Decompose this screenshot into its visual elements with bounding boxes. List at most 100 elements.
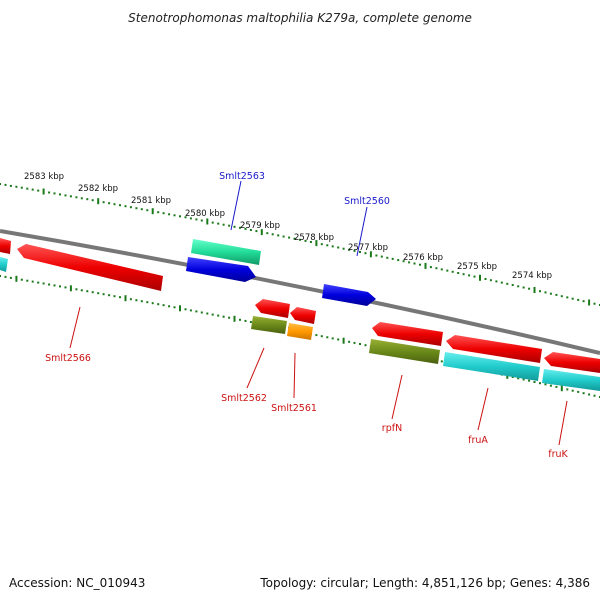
minor-tick [457, 272, 460, 274]
minor-tick [517, 285, 520, 288]
minor-tick [222, 315, 225, 318]
minor-tick [528, 379, 531, 382]
minor-tick [348, 340, 351, 343]
minor-tick [582, 300, 585, 303]
major-tick [588, 299, 591, 306]
minor-tick [266, 232, 269, 235]
minor-tick [69, 195, 72, 198]
minor-tick [315, 334, 318, 337]
minor-tick [402, 260, 405, 263]
minor-tick [320, 335, 323, 338]
minor-tick [555, 385, 558, 388]
connector-smlt2560 [356, 206, 368, 257]
minor-tick [593, 394, 596, 397]
minor-tick [184, 216, 187, 219]
minor-tick [440, 360, 443, 363]
minor-tick [577, 390, 580, 393]
minor-tick [337, 246, 340, 249]
gene-fruk[interactable] [542, 369, 600, 391]
minor-tick [239, 226, 241, 229]
label-connectors [69, 180, 568, 446]
minor-tick [239, 318, 241, 321]
minor-tick [304, 239, 307, 242]
gene-smlt2563b[interactable] [186, 257, 256, 282]
minor-tick [173, 306, 176, 309]
gene-rpfn[interactable] [369, 339, 440, 364]
gene-left-cyan-forward[interactable] [0, 257, 8, 272]
minor-tick [168, 213, 171, 216]
minor-tick [222, 223, 225, 226]
gene-smlt2563[interactable] [191, 239, 261, 265]
minor-tick [59, 193, 61, 196]
gene-red-right[interactable] [544, 352, 600, 373]
minor-tick [408, 261, 411, 264]
minor-tick [359, 343, 361, 345]
minor-tick [549, 384, 552, 387]
minor-tick [244, 319, 247, 322]
minor-tick [544, 291, 547, 294]
minor-tick [31, 188, 34, 191]
minor-tick [200, 219, 203, 222]
gene-left-red-forward[interactable] [0, 238, 11, 254]
minor-tick [255, 230, 258, 233]
gene-smlt2560[interactable] [322, 284, 376, 306]
minor-tick [135, 207, 138, 210]
minor-tick [566, 388, 569, 391]
minor-tick [75, 196, 78, 199]
minor-tick [517, 377, 520, 380]
label-frua[interactable]: fruA [468, 435, 488, 446]
label-smlt2561[interactable]: Smlt2561 [271, 403, 317, 414]
gene-red-mid[interactable] [372, 322, 443, 346]
minor-tick [588, 393, 591, 396]
gene-smlt2561[interactable] [287, 323, 313, 340]
minor-tick [151, 302, 154, 305]
minor-tick [9, 184, 12, 187]
minor-tick [522, 286, 525, 289]
label-fruk[interactable]: fruK [548, 449, 568, 460]
gene-frua[interactable] [443, 352, 540, 381]
minor-tick [108, 202, 111, 205]
minor-tick [86, 198, 89, 201]
kbp-label: 2575 kbp [457, 262, 497, 272]
label-smlt2563[interactable]: Smlt2563 [219, 171, 265, 182]
major-tick [233, 315, 236, 322]
major-tick [42, 188, 45, 195]
minor-tick [353, 341, 356, 344]
minor-tick [189, 217, 192, 220]
minor-tick [189, 309, 192, 312]
label-rpfn[interactable]: rpfN [382, 423, 402, 434]
minor-tick [91, 199, 94, 202]
label-smlt2560[interactable]: Smlt2560 [344, 196, 390, 207]
minor-tick [200, 311, 203, 314]
label-smlt2566[interactable]: Smlt2566 [45, 353, 91, 364]
minor-tick [337, 338, 340, 341]
gene-red-small-b[interactable] [290, 307, 316, 324]
minor-tick [206, 312, 209, 315]
label-smlt2562[interactable]: Smlt2562 [221, 393, 267, 404]
minor-tick [48, 191, 51, 194]
minor-tick [217, 222, 220, 225]
gene-smlt2562[interactable] [251, 316, 287, 334]
minor-tick [26, 279, 29, 282]
minor-tick [211, 313, 214, 316]
minor-tick [571, 297, 574, 300]
gene-labels: Smlt2563 Smlt2560 Smlt2566 Smlt2562 Smlt… [45, 171, 568, 460]
map-title: Stenotrophomonas maltophilia K279a, comp… [128, 11, 472, 25]
gene-red-large[interactable] [446, 335, 542, 363]
minor-tick [64, 194, 67, 197]
kbp-label: 2576 kbp [403, 253, 443, 263]
minor-tick [473, 275, 476, 278]
gene-smlt2566[interactable] [17, 244, 163, 291]
minor-tick [228, 316, 231, 319]
minor-tick [577, 298, 580, 301]
major-tick [151, 208, 154, 215]
minor-tick [146, 301, 149, 304]
minor-tick [429, 266, 432, 269]
kbp-label: 2574 kbp [512, 271, 552, 281]
minor-tick [249, 229, 252, 231]
topology-text: Topology: circular; Length: 4,851,126 bp… [259, 576, 590, 590]
gene-red-small-a[interactable] [255, 299, 290, 318]
minor-tick [217, 314, 220, 317]
minor-tick [129, 298, 132, 301]
minor-tick [293, 237, 296, 240]
